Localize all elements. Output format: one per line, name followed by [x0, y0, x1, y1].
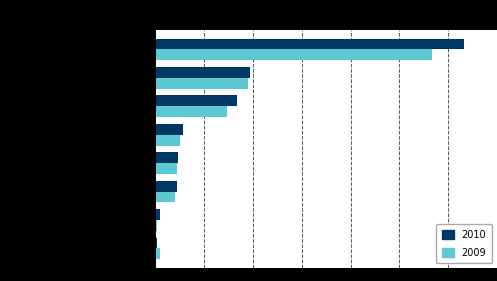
Bar: [156, 38, 465, 49]
Bar: [156, 124, 183, 135]
Legend: 2010, 2009: 2010, 2009: [436, 224, 492, 264]
Bar: [156, 49, 432, 60]
Bar: [156, 220, 157, 231]
Bar: [156, 135, 180, 146]
Bar: [156, 181, 177, 192]
Bar: [156, 248, 161, 259]
Bar: [156, 163, 177, 174]
Bar: [156, 192, 175, 202]
Bar: [156, 67, 250, 78]
Bar: [156, 96, 237, 106]
Bar: [156, 238, 157, 248]
Bar: [156, 152, 178, 163]
Bar: [156, 209, 161, 220]
Bar: [156, 78, 248, 89]
Bar: [156, 106, 227, 117]
